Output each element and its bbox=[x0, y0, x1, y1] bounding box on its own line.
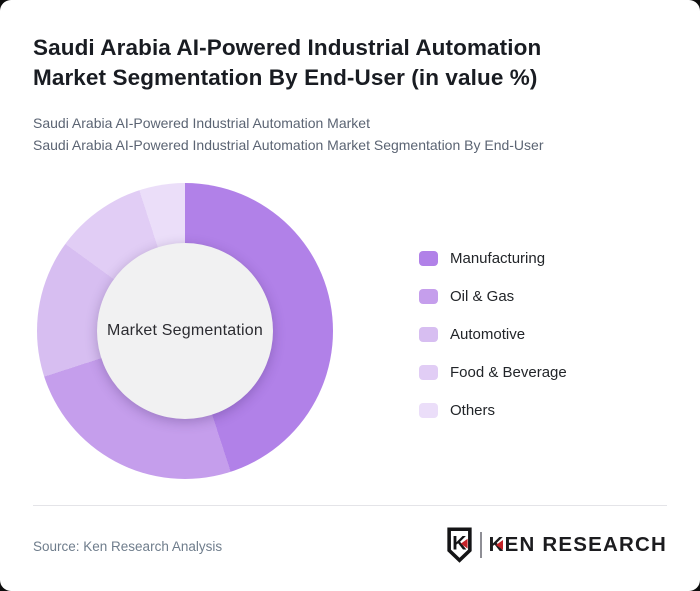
donut-hole: Market Segmentation bbox=[97, 243, 273, 419]
legend-swatch-icon bbox=[419, 326, 438, 342]
legend-label: Manufacturing bbox=[450, 249, 546, 267]
legend-swatch-icon bbox=[419, 250, 438, 266]
logo-wordmark: KEN RESEARCH bbox=[489, 533, 667, 557]
chart-subtitle-1: Saudi Arabia AI-Powered Industrial Autom… bbox=[33, 115, 370, 131]
legend-item-manufacturing[interactable]: Manufacturing bbox=[419, 249, 567, 267]
source-text: Source: Ken Research Analysis bbox=[33, 539, 223, 554]
legend-item-automotive[interactable]: Automotive bbox=[419, 325, 567, 343]
chart-subtitle-2: Saudi Arabia AI-Powered Industrial Autom… bbox=[33, 137, 544, 153]
legend-label: Others bbox=[450, 401, 496, 419]
legend-item-others[interactable]: Others bbox=[419, 401, 567, 419]
legend-swatch-icon bbox=[419, 288, 438, 304]
shield-red-triangle-icon bbox=[460, 538, 468, 549]
logo-wordmark-text: KEN RESEARCH bbox=[488, 533, 667, 556]
legend-item-oil-gas[interactable]: Oil & Gas bbox=[419, 287, 567, 305]
legend-swatch-icon bbox=[419, 364, 438, 380]
legend: Manufacturing Oil & Gas Automotive Food & B… bbox=[419, 249, 567, 419]
logo-divider-icon bbox=[479, 532, 482, 558]
legend-label: Automotive bbox=[450, 325, 526, 343]
shield-letter: K bbox=[452, 533, 467, 555]
legend-item-food-beverage[interactable]: Food & Beverage bbox=[419, 363, 567, 381]
page-title: Saudi Arabia AI-Powered Industrial Autom… bbox=[33, 33, 653, 93]
legend-label: Food & Beverage bbox=[450, 363, 567, 381]
page-title-line2: Market Segmentation By End-User (in valu… bbox=[33, 65, 538, 90]
footer-divider bbox=[33, 505, 667, 506]
page-title-line1: Saudi Arabia AI-Powered Industrial Autom… bbox=[33, 35, 542, 60]
legend-label: Oil & Gas bbox=[450, 287, 515, 305]
ken-research-logo: K KEN RESEARCH bbox=[446, 527, 667, 563]
donut-center-label: Market Segmentation bbox=[107, 322, 263, 339]
shield-icon: K bbox=[446, 527, 472, 563]
legend-swatch-icon bbox=[419, 402, 438, 418]
wordmark-red-triangle-icon bbox=[495, 540, 503, 550]
